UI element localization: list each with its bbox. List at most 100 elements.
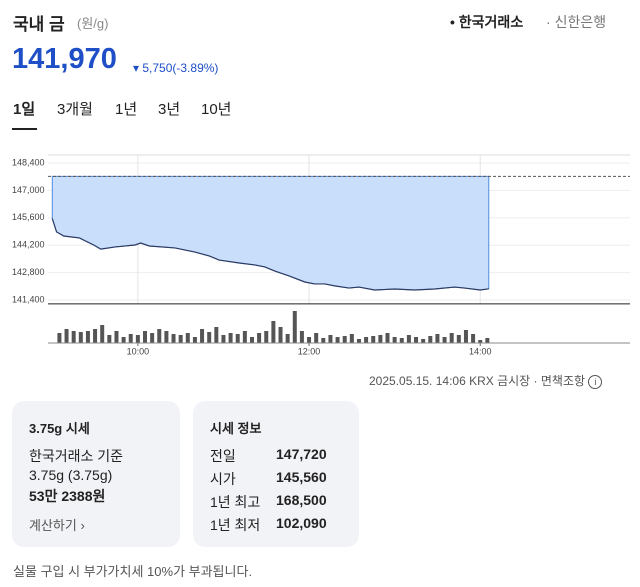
volume-bar [271, 321, 276, 343]
change: ▾ 5,750(-3.89%) [133, 61, 219, 75]
x-tick-label: 14:00 [469, 346, 492, 356]
volume-bar [214, 327, 219, 343]
volume-bar [278, 327, 283, 343]
tab[interactable]: 10년 [201, 101, 232, 118]
volume-bar [456, 335, 461, 343]
volume-bar [349, 334, 354, 343]
volume-bar [143, 331, 147, 343]
card-title: 3.75g 시세 [29, 421, 90, 436]
info-icon[interactable]: i [588, 375, 603, 389]
unit: (원/g) [77, 16, 109, 31]
calc-link[interactable]: 계산하기 › [29, 518, 85, 533]
volume-bar [200, 329, 205, 343]
card-line: 한국거래소 기준 [29, 448, 124, 464]
volume-bar [378, 335, 383, 343]
volume-bar [478, 340, 483, 343]
info-row: 전일 147,720 [210, 446, 327, 466]
gram-card: 3.75g 시세 한국거래소 기준 3.75g (3.75g) 53만 2388… [12, 401, 180, 547]
volume-bar [435, 334, 440, 343]
volume-bar [128, 334, 133, 343]
volume-bar [235, 334, 240, 343]
volume-bar [164, 331, 169, 343]
volume-bar [135, 335, 140, 343]
x-tick-label: 12:00 [298, 346, 321, 356]
info-row: 1년 최저 102,090 [210, 515, 327, 535]
volume-bar [399, 338, 404, 343]
info-card: 시세 정보 전일 147,720 시가 145,560 1년 최고 168,500 1… [193, 401, 359, 547]
volume-bar [107, 335, 112, 343]
volume-bar [406, 335, 411, 343]
info-value: 102,090 [276, 515, 327, 531]
volume-bar [285, 334, 290, 343]
volume-bar [463, 330, 468, 343]
volume-bar [249, 337, 254, 343]
card-title: 시세 정보 [210, 421, 262, 436]
info-value: 145,560 [276, 469, 327, 485]
volume-bar [299, 331, 304, 343]
volume-bar [121, 337, 126, 343]
timestamp: 2025.05.15. 14:06 KRX 금시장 · 면책조항 i [369, 372, 603, 389]
source-tab[interactable]: • 한국거래소 [450, 14, 524, 30]
source-tab[interactable]: · 신한은행 [546, 14, 607, 30]
volume-bar [100, 325, 105, 343]
source-label: 신한은행 [554, 14, 607, 30]
change-value: 5,750 [142, 61, 173, 75]
info-row: 시가 145,560 [210, 469, 327, 489]
footnote: 실물 구입 시 부가가치세 10%가 부과됩니다. [13, 564, 253, 579]
volume-bar [392, 337, 397, 343]
tab[interactable]: 3개월 [57, 101, 93, 118]
tab[interactable]: 1일 [13, 101, 36, 118]
y-tick-label: 141,400 [12, 294, 45, 304]
volume-bar [78, 332, 83, 343]
timestamp-text: 2025.05.15. 14:06 KRX 금시장 [369, 374, 531, 388]
volume-bar [342, 336, 347, 343]
volume-bar [307, 337, 312, 343]
title: 국내 금 [13, 15, 65, 34]
volume-bar [257, 333, 262, 343]
change-pct: (-3.89%) [172, 61, 219, 75]
volume-bar [150, 333, 155, 343]
volume-bar [485, 338, 490, 343]
volume-bar [371, 336, 376, 343]
disclaimer[interactable]: 면책조항 [540, 374, 586, 388]
volume-bar [228, 333, 233, 343]
volume-bar [428, 336, 433, 343]
volume-bar [449, 333, 454, 343]
volume-bar [171, 334, 176, 343]
card-amount: 53만 2388원 [29, 488, 106, 504]
price: 141,970 [12, 43, 117, 75]
y-tick-label: 148,400 [12, 157, 45, 167]
volume-bar [178, 335, 183, 343]
y-tick-label: 144,200 [12, 240, 45, 250]
info-value: 147,720 [276, 446, 327, 462]
tab[interactable]: 1년 [115, 101, 138, 118]
info-value: 168,500 [276, 492, 327, 508]
volume-bar [314, 333, 319, 343]
volume-bar [414, 337, 419, 343]
volume-bar [471, 334, 476, 343]
volume-bar [364, 337, 369, 343]
price-line [51, 218, 489, 291]
y-tick-label: 142,800 [12, 267, 45, 277]
volume-bar [292, 311, 297, 343]
info-label: 시가 [210, 471, 236, 487]
volume-bar [185, 333, 190, 343]
volume-bar [71, 331, 76, 343]
chart: 141,400 142,800 144,200 145,600 147,000 148,4… [12, 154, 630, 356]
volume-bar [328, 335, 333, 343]
y-tick-label: 147,000 [12, 185, 45, 195]
volume-bar [157, 329, 162, 343]
volume-bar [242, 331, 247, 343]
volume-bar [356, 339, 361, 343]
info-label: 1년 최저 [210, 517, 261, 533]
volume-bar [64, 329, 69, 343]
calc-link-text: 계산하기 [29, 518, 77, 533]
volume-bar [192, 337, 197, 343]
card-line: 3.75g (3.75g) [29, 467, 113, 483]
tab[interactable]: 3년 [158, 101, 181, 118]
volume-bar [335, 337, 340, 343]
volume-bar [114, 331, 119, 343]
volume-bar [207, 332, 212, 343]
volume-bar [221, 335, 226, 343]
